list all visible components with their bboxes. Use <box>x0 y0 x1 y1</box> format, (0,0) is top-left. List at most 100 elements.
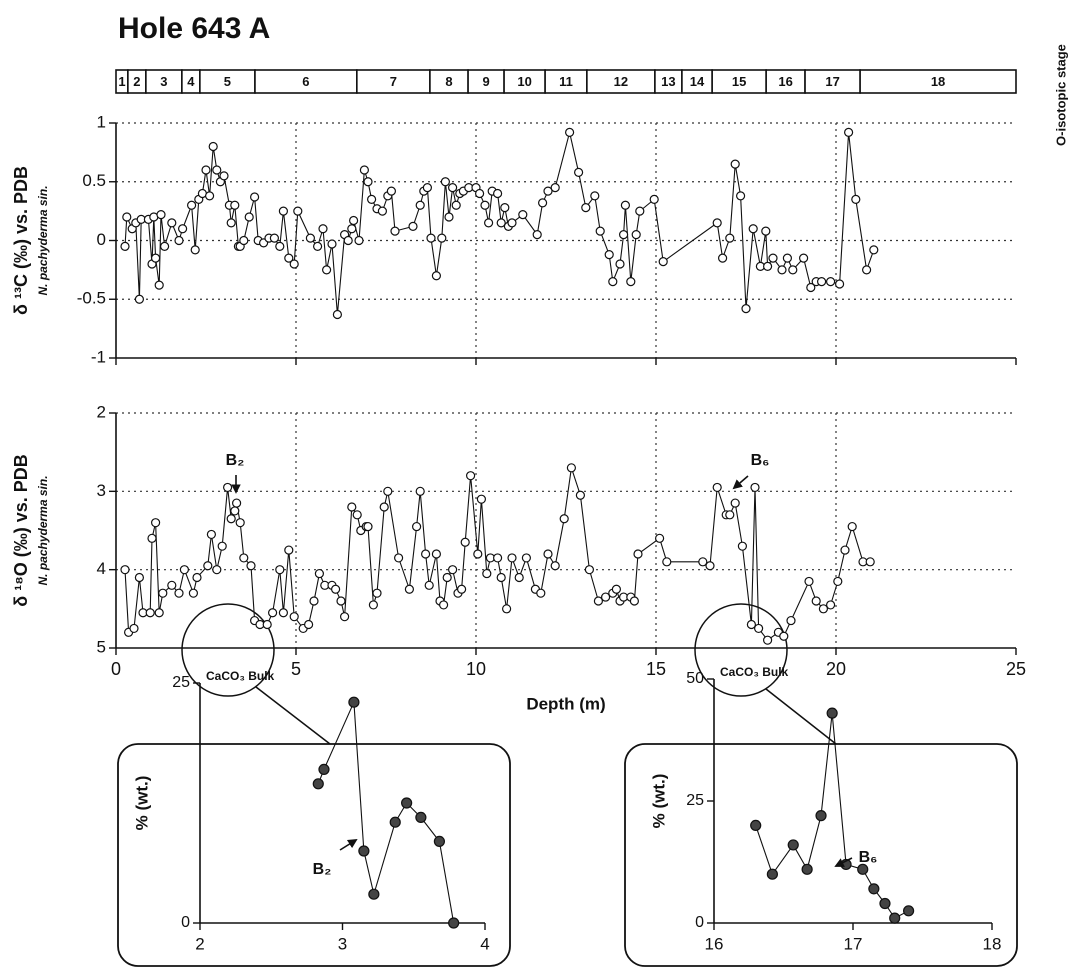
data-point <box>705 561 715 571</box>
data-point <box>313 241 323 251</box>
data-point <box>145 608 155 618</box>
annotation-arrow <box>339 838 358 851</box>
data-point <box>712 482 722 493</box>
data-point <box>187 200 197 210</box>
stage-label: 4 <box>187 74 195 89</box>
x-tick-label: 10 <box>466 659 486 679</box>
data-point <box>404 584 414 594</box>
data-point <box>174 235 184 246</box>
data-point <box>156 210 166 220</box>
data-point <box>383 486 393 496</box>
data-point <box>312 778 324 790</box>
data-point <box>725 233 735 243</box>
data-point <box>816 277 827 287</box>
data-point <box>564 127 575 137</box>
data-point <box>649 194 659 204</box>
stage-label: 16 <box>778 74 792 89</box>
data-point <box>206 529 216 540</box>
data-point <box>717 253 728 263</box>
data-point <box>843 127 854 137</box>
data-point <box>746 619 757 630</box>
data-point <box>284 545 294 555</box>
data-point <box>203 561 213 571</box>
data-point <box>536 588 546 598</box>
data-point <box>367 194 377 204</box>
data-point <box>358 845 370 857</box>
y-axis-label: δ ¹⁸O (‰) vs. PDB <box>11 454 31 606</box>
data-point <box>289 612 299 622</box>
data-point <box>421 549 431 559</box>
data-point <box>879 897 891 910</box>
data-point <box>550 561 560 571</box>
data-point <box>712 218 722 228</box>
data-point <box>466 471 476 481</box>
y-tick-label: 25 <box>172 674 190 691</box>
data-point <box>120 565 130 575</box>
data-point <box>482 568 492 579</box>
data-point <box>451 200 461 210</box>
data-point <box>573 167 584 177</box>
data-point <box>725 510 735 520</box>
x-tick-label: 4 <box>480 934 489 953</box>
data-point <box>730 498 740 508</box>
data-point <box>825 600 836 610</box>
stage-label: 12 <box>614 74 628 89</box>
data-point <box>331 584 341 594</box>
data-point <box>284 253 294 263</box>
data-point <box>496 572 506 583</box>
data-point <box>631 230 641 240</box>
annotation: B₂ <box>226 452 245 469</box>
data-point <box>559 514 569 524</box>
data-point <box>340 612 350 622</box>
data-point <box>475 188 485 199</box>
y-tick-label: 4 <box>97 559 106 578</box>
y-tick-label: 2 <box>97 402 106 421</box>
data-point <box>581 203 591 213</box>
data-point <box>532 230 542 240</box>
data-point <box>861 265 872 275</box>
data-point <box>457 584 467 594</box>
data-point <box>154 280 164 290</box>
stage-box <box>859 69 1017 94</box>
y-tick-label: 0 <box>97 230 106 249</box>
inset-frame <box>117 743 511 967</box>
data-point <box>239 553 249 563</box>
data-point <box>348 696 360 708</box>
inset-title: CaCO₃ Bulk <box>720 665 789 679</box>
y-axis-label: % (wt.) <box>132 776 151 831</box>
data-point <box>401 797 413 809</box>
data-point <box>232 498 242 508</box>
data-point <box>275 565 285 575</box>
annotation-arrow <box>732 475 749 490</box>
data-point <box>424 580 434 590</box>
x-axis-label: Depth (m) <box>526 694 605 713</box>
data-point <box>363 521 373 532</box>
data-point <box>314 568 324 579</box>
data-point <box>332 309 342 320</box>
y-axis-label: δ ¹³C (‰) vs. PDB <box>11 166 31 315</box>
y-tick-label: 0.5 <box>82 171 106 190</box>
data-point <box>460 537 470 547</box>
data-point <box>496 218 506 228</box>
data-point <box>590 191 600 201</box>
zoom-connector <box>765 688 837 745</box>
data-point <box>611 584 622 594</box>
data-point <box>518 210 528 220</box>
data-point <box>415 811 427 824</box>
stage-label: 5 <box>224 74 231 89</box>
x-tick-label: 2 <box>195 934 204 953</box>
data-point <box>493 553 503 563</box>
y-tick-label: 5 <box>97 637 106 656</box>
data-point <box>787 839 799 851</box>
x-tick-label: 16 <box>705 934 724 953</box>
y-tick-label: 50 <box>686 670 704 687</box>
data-point <box>566 463 577 473</box>
data-point <box>500 203 510 213</box>
data-point <box>386 186 396 196</box>
x-tick-label: 15 <box>646 659 666 679</box>
data-point <box>190 245 200 255</box>
data-point <box>537 198 548 208</box>
data-point <box>473 549 483 559</box>
data-point <box>134 572 144 583</box>
data-point <box>309 596 319 606</box>
